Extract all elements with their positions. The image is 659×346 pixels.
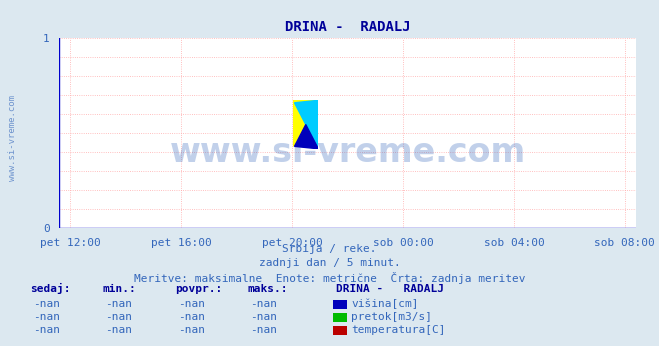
- Text: DRINA -   RADALJ: DRINA - RADALJ: [336, 284, 444, 294]
- Text: Srbija / reke.: Srbija / reke.: [282, 244, 377, 254]
- Text: -nan: -nan: [105, 312, 132, 322]
- Text: -nan: -nan: [33, 325, 59, 335]
- Title: DRINA -  RADALJ: DRINA - RADALJ: [285, 20, 411, 34]
- Text: zadnji dan / 5 minut.: zadnji dan / 5 minut.: [258, 258, 401, 268]
- Text: -nan: -nan: [33, 299, 59, 309]
- Polygon shape: [293, 100, 318, 146]
- Text: -nan: -nan: [33, 312, 59, 322]
- Text: povpr.:: povpr.:: [175, 284, 222, 294]
- Text: sedaj:: sedaj:: [30, 283, 70, 294]
- Text: -nan: -nan: [250, 325, 277, 335]
- Text: maks.:: maks.:: [247, 284, 287, 294]
- Polygon shape: [295, 100, 318, 149]
- Text: www.si-vreme.com: www.si-vreme.com: [8, 95, 17, 181]
- Text: temperatura[C]: temperatura[C]: [351, 325, 445, 335]
- Text: -nan: -nan: [105, 325, 132, 335]
- Text: višina[cm]: višina[cm]: [351, 299, 418, 309]
- Text: -nan: -nan: [250, 312, 277, 322]
- Text: -nan: -nan: [178, 299, 204, 309]
- Text: Meritve: maksimalne  Enote: metrične  Črta: zadnja meritev: Meritve: maksimalne Enote: metrične Črta…: [134, 272, 525, 284]
- Text: -nan: -nan: [178, 325, 204, 335]
- Text: -nan: -nan: [105, 299, 132, 309]
- Polygon shape: [295, 125, 318, 149]
- Text: -nan: -nan: [250, 299, 277, 309]
- Text: min.:: min.:: [102, 284, 136, 294]
- Text: pretok[m3/s]: pretok[m3/s]: [351, 312, 432, 322]
- Text: -nan: -nan: [178, 312, 204, 322]
- Text: www.si-vreme.com: www.si-vreme.com: [169, 136, 526, 169]
